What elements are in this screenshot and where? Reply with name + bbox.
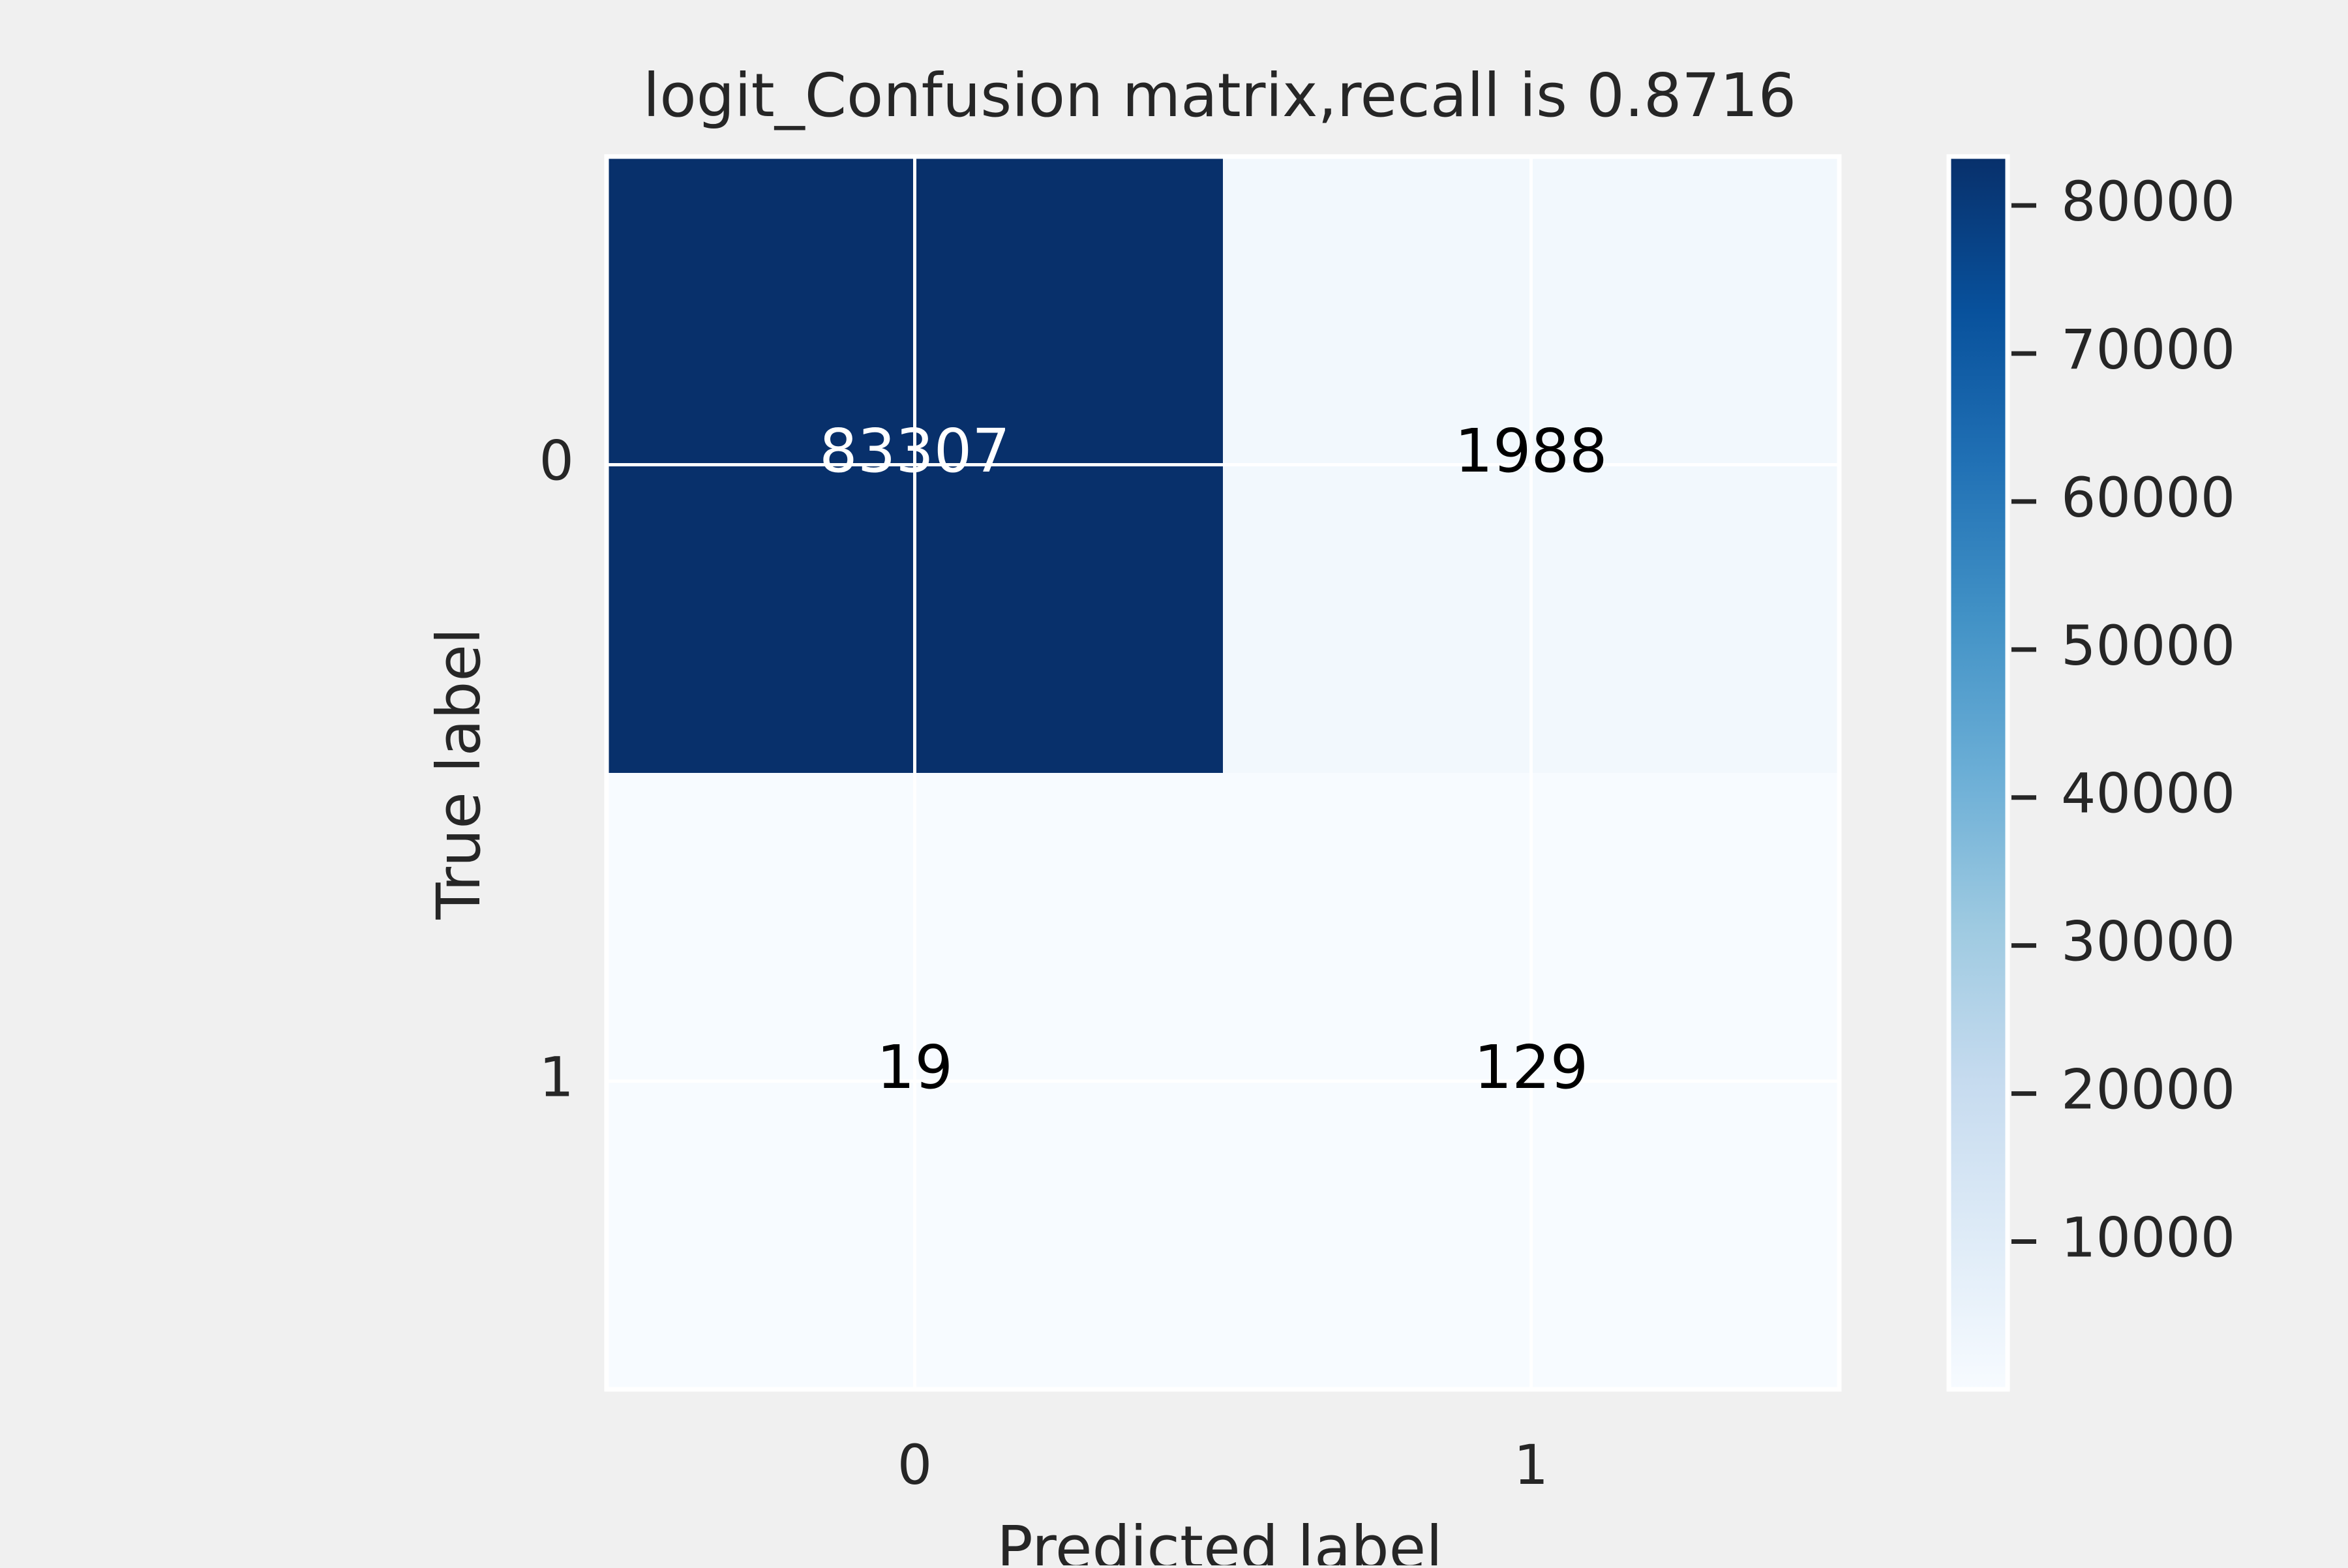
colorbar-tick-label: 70000 [2061, 318, 2235, 382]
chart-title: logit_Confusion matrix,recall is 0.8716 [643, 61, 1796, 130]
cell-value-label: 83307 [819, 416, 1010, 486]
cell-value-label: 19 [877, 1033, 953, 1102]
colorbar-tick-label: 30000 [2061, 910, 2235, 974]
y-tick-label: 1 [539, 1045, 574, 1109]
x-tick-label: 0 [897, 1433, 932, 1497]
colorbar-gradient [1949, 157, 2008, 1389]
x-tick-label: 1 [1514, 1433, 1548, 1497]
cell-value-label: 1988 [1454, 416, 1607, 486]
cell-value-label: 129 [1474, 1033, 1589, 1102]
colorbar-tick-label: 60000 [2061, 466, 2235, 530]
y-tick-label: 0 [539, 429, 574, 492]
colorbar-tick-label: 80000 [2061, 170, 2235, 234]
colorbar-frame [1946, 154, 2010, 1392]
x-axis-title: Predicted label [997, 1513, 1443, 1565]
y-axis-title: True label [424, 627, 494, 920]
colorbar: 10000 20000 30000 40000 50000 60000 70000 80000 [1946, 154, 2235, 1392]
matrix-frame [604, 154, 1842, 1392]
matrix-area: 83307 1988 19 129 0 1 0 1 [539, 154, 1842, 1497]
colorbar-tick-label: 20000 [2061, 1058, 2235, 1122]
colorbar-tick-label: 10000 [2061, 1205, 2235, 1269]
colorbar-tick-label: 50000 [2061, 614, 2235, 678]
colorbar-tick-label: 40000 [2061, 762, 2235, 826]
